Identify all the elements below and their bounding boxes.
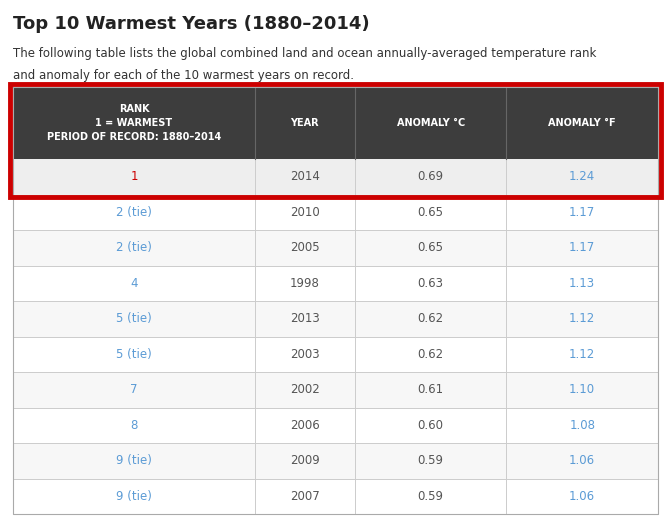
Text: 0.65: 0.65: [417, 205, 444, 219]
Text: RANK
1 = WARMEST
PERIOD OF RECORD: 1880–2014: RANK 1 = WARMEST PERIOD OF RECORD: 1880–…: [47, 104, 221, 142]
Text: 7: 7: [130, 383, 138, 396]
Text: YEAR: YEAR: [291, 118, 319, 128]
Text: ANOMALY °F: ANOMALY °F: [548, 118, 616, 128]
Text: The following table lists the global combined land and ocean annually-averaged t: The following table lists the global com…: [13, 47, 597, 60]
Bar: [13, 194, 658, 230]
Text: and anomaly for each of the 10 warmest years on record.: and anomaly for each of the 10 warmest y…: [13, 69, 354, 82]
Text: 1: 1: [130, 170, 138, 183]
Bar: [13, 407, 658, 443]
Text: 1.17: 1.17: [569, 241, 595, 254]
Bar: [13, 443, 658, 478]
Text: 1998: 1998: [290, 277, 320, 290]
Text: 2 (tie): 2 (tie): [116, 241, 152, 254]
Text: 2010: 2010: [290, 205, 320, 219]
Text: 2002: 2002: [290, 383, 320, 396]
Text: 4: 4: [130, 277, 138, 290]
Text: 9 (tie): 9 (tie): [116, 454, 152, 467]
Text: ANOMALY °C: ANOMALY °C: [397, 118, 465, 128]
Text: 8: 8: [130, 419, 138, 432]
Text: 2 (tie): 2 (tie): [116, 205, 152, 219]
Text: 0.60: 0.60: [417, 419, 444, 432]
Bar: [13, 301, 658, 337]
Text: 5 (tie): 5 (tie): [116, 312, 152, 326]
Text: 1.10: 1.10: [569, 383, 595, 396]
Text: 1.08: 1.08: [569, 419, 595, 432]
Bar: [13, 266, 658, 301]
Bar: [13, 230, 658, 266]
Text: 2014: 2014: [290, 170, 320, 183]
Bar: [13, 87, 658, 514]
Text: 0.62: 0.62: [417, 348, 444, 361]
Text: 1.12: 1.12: [569, 312, 595, 326]
Text: 9 (tie): 9 (tie): [116, 490, 152, 503]
Bar: [13, 372, 658, 407]
Text: 2006: 2006: [290, 419, 320, 432]
Text: 0.65: 0.65: [417, 241, 444, 254]
Text: 1.06: 1.06: [569, 454, 595, 467]
Text: 0.63: 0.63: [417, 277, 444, 290]
Bar: [10, 84, 661, 198]
Bar: [13, 159, 658, 194]
Text: 0.59: 0.59: [417, 454, 444, 467]
Text: 0.59: 0.59: [417, 490, 444, 503]
Text: 2009: 2009: [290, 454, 320, 467]
Bar: [13, 478, 658, 514]
Text: 2007: 2007: [290, 490, 320, 503]
Text: Top 10 Warmest Years (1880–2014): Top 10 Warmest Years (1880–2014): [13, 15, 370, 33]
Text: 1.17: 1.17: [569, 205, 595, 219]
Text: 1.13: 1.13: [569, 277, 595, 290]
Text: 0.62: 0.62: [417, 312, 444, 326]
Bar: [13, 337, 658, 372]
Text: 1.06: 1.06: [569, 490, 595, 503]
Text: 2003: 2003: [290, 348, 319, 361]
Text: 5 (tie): 5 (tie): [116, 348, 152, 361]
Text: 1.24: 1.24: [569, 170, 595, 183]
Text: 0.69: 0.69: [417, 170, 444, 183]
Bar: [13, 87, 658, 159]
Text: 0.61: 0.61: [417, 383, 444, 396]
Text: 2005: 2005: [290, 241, 319, 254]
Text: 1.12: 1.12: [569, 348, 595, 361]
Text: 2013: 2013: [290, 312, 320, 326]
